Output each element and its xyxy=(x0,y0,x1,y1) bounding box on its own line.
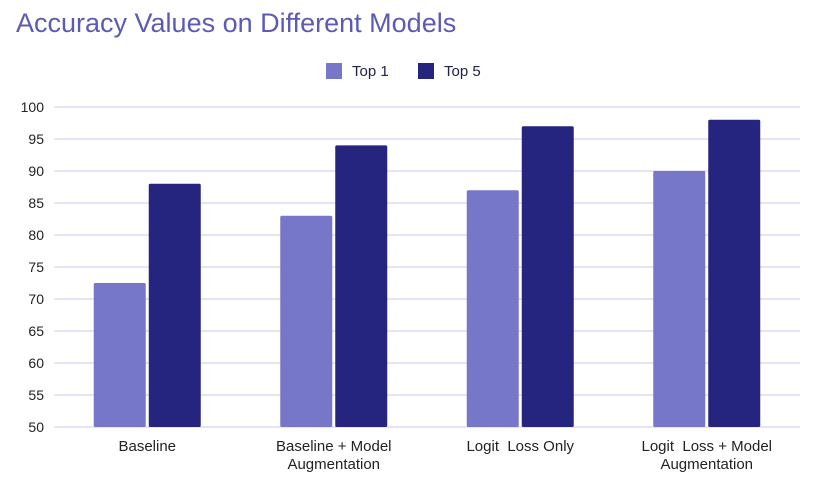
y-tick-label: 60 xyxy=(28,355,44,371)
y-tick-label: 50 xyxy=(28,419,44,435)
y-tick-label: 80 xyxy=(28,227,44,243)
y-tick-label: 75 xyxy=(28,259,44,275)
legend-item-top1: Top 1 xyxy=(326,60,389,82)
bar-top5-2 xyxy=(335,145,388,427)
bar-top5-4 xyxy=(708,119,761,428)
bar-top5-1 xyxy=(148,183,201,427)
x-tick-label: Augmentation xyxy=(287,456,380,473)
y-tick-label: 95 xyxy=(28,131,44,147)
x-tick-label: Augmentation xyxy=(660,456,753,473)
legend: Top 1 Top 5 xyxy=(0,60,820,82)
y-tick-label: 65 xyxy=(28,323,44,339)
x-tick-label: Baseline xyxy=(118,438,176,455)
x-tick-label: Baseline + Model xyxy=(276,438,392,455)
bar-top1-1 xyxy=(93,283,146,427)
chart-title: Accuracy Values on Different Models xyxy=(16,8,457,38)
x-tick-label: Logit Loss Only xyxy=(466,438,574,455)
bar-top1-2 xyxy=(280,215,333,427)
bar-top1-3 xyxy=(466,190,519,427)
y-tick-label: 55 xyxy=(28,387,44,403)
legend-label-top5: Top 5 xyxy=(444,62,481,80)
y-tick-label: 90 xyxy=(28,163,44,179)
y-tick-label: 70 xyxy=(28,291,44,307)
legend-label-top1: Top 1 xyxy=(352,62,389,80)
y-tick-label: 100 xyxy=(21,99,45,115)
y-tick-label: 85 xyxy=(28,195,44,211)
bar-top1-4 xyxy=(653,171,706,427)
bar-top5-3 xyxy=(521,126,574,427)
legend-swatch-top1 xyxy=(326,63,342,79)
legend-item-top5: Top 5 xyxy=(418,60,481,82)
x-tick-label: Logit Loss + Model xyxy=(642,438,773,455)
legend-swatch-top5 xyxy=(418,63,434,79)
